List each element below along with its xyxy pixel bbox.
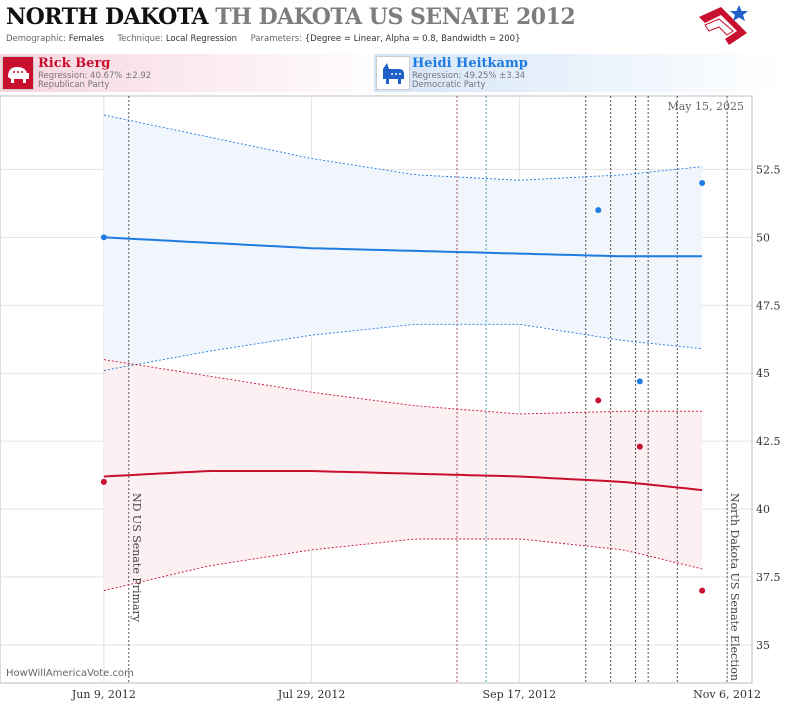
- lower-bound-line: [103, 323, 703, 371]
- poll-point: [595, 207, 602, 214]
- republican-elephant-icon: [2, 56, 34, 90]
- candidate-dem: Heidi Heitkamp Regression: 49.25% ±3.34 …: [374, 54, 789, 92]
- y-tick-label: 37.5: [756, 571, 781, 584]
- poll-point: [636, 378, 643, 385]
- x-tick-label: Jun 9, 2012: [71, 688, 136, 701]
- rep-party: Republican Party: [38, 80, 110, 90]
- y-tick-label: 40: [756, 503, 770, 516]
- confidence-band: [103, 115, 703, 371]
- site-logo-icon: [699, 5, 748, 45]
- democratic-donkey-icon: [376, 56, 410, 90]
- parameters-line: Demographic: Females Technique: Local Re…: [6, 34, 521, 44]
- poll-point: [100, 478, 107, 485]
- title-state: NORTH DAKOTA: [6, 4, 209, 30]
- demographic-value: Females: [68, 34, 104, 44]
- watermark: HowWillAmericaVote.com: [6, 668, 134, 679]
- y-tick-label: 35: [756, 639, 770, 652]
- y-tick-label: 52.5: [756, 163, 781, 176]
- upper-bound-line: [103, 114, 703, 181]
- poll-point: [595, 397, 602, 404]
- y-tick-label: 42.5: [756, 435, 781, 448]
- event-label: North Dakota US Senate Election: [728, 493, 741, 681]
- parameters-value: {Degree = Linear, Alpha = 0.8, Bandwidth…: [304, 34, 521, 44]
- parameters-label: Parameters:: [250, 34, 303, 44]
- dem-name: Heidi Heitkamp: [412, 56, 528, 71]
- x-tick-label: Nov 6, 2012: [693, 688, 761, 701]
- poll-point: [699, 179, 706, 186]
- candidate-legend: Rick Berg Regression: 40.67% ±2.92 Repub…: [0, 54, 789, 94]
- poll-point: [100, 234, 107, 241]
- header: NORTH DAKOTA TH DAKOTA US SENATE 2012 De…: [0, 0, 789, 52]
- page-title: NORTH DAKOTA TH DAKOTA US SENATE 2012: [6, 4, 576, 30]
- rep-name: Rick Berg: [38, 56, 111, 71]
- y-tick-label: 47.5: [756, 299, 781, 312]
- dem-regression: Regression: 49.25% ±3.34: [412, 71, 526, 81]
- x-tick-label: Jul 29, 2012: [277, 688, 346, 701]
- demographic-label: Demographic:: [6, 34, 67, 44]
- y-tick-label: 45: [756, 367, 770, 380]
- date-label: May 15, 2025: [667, 100, 744, 113]
- candidate-rep: Rick Berg Regression: 40.67% ±2.92 Repub…: [0, 54, 395, 92]
- confidence-band: [103, 359, 703, 591]
- regression-line: [103, 470, 703, 492]
- upper-bound-line: [103, 359, 703, 415]
- x-tick-label: Sep 17, 2012: [483, 688, 557, 701]
- technique-value: Local Regression: [165, 34, 238, 44]
- technique-label: Technique:: [117, 34, 164, 44]
- dem-party: Democratic Party: [412, 80, 486, 90]
- title-race: TH DAKOTA US SENATE 2012: [215, 4, 576, 30]
- rep-regression: Regression: 40.67% ±2.92: [38, 71, 152, 81]
- poll-point: [636, 443, 643, 450]
- event-label: ND US Senate Primary: [130, 493, 143, 623]
- poll-point: [699, 587, 706, 594]
- y-tick-label: 50: [756, 231, 770, 244]
- regression-line: [103, 236, 703, 258]
